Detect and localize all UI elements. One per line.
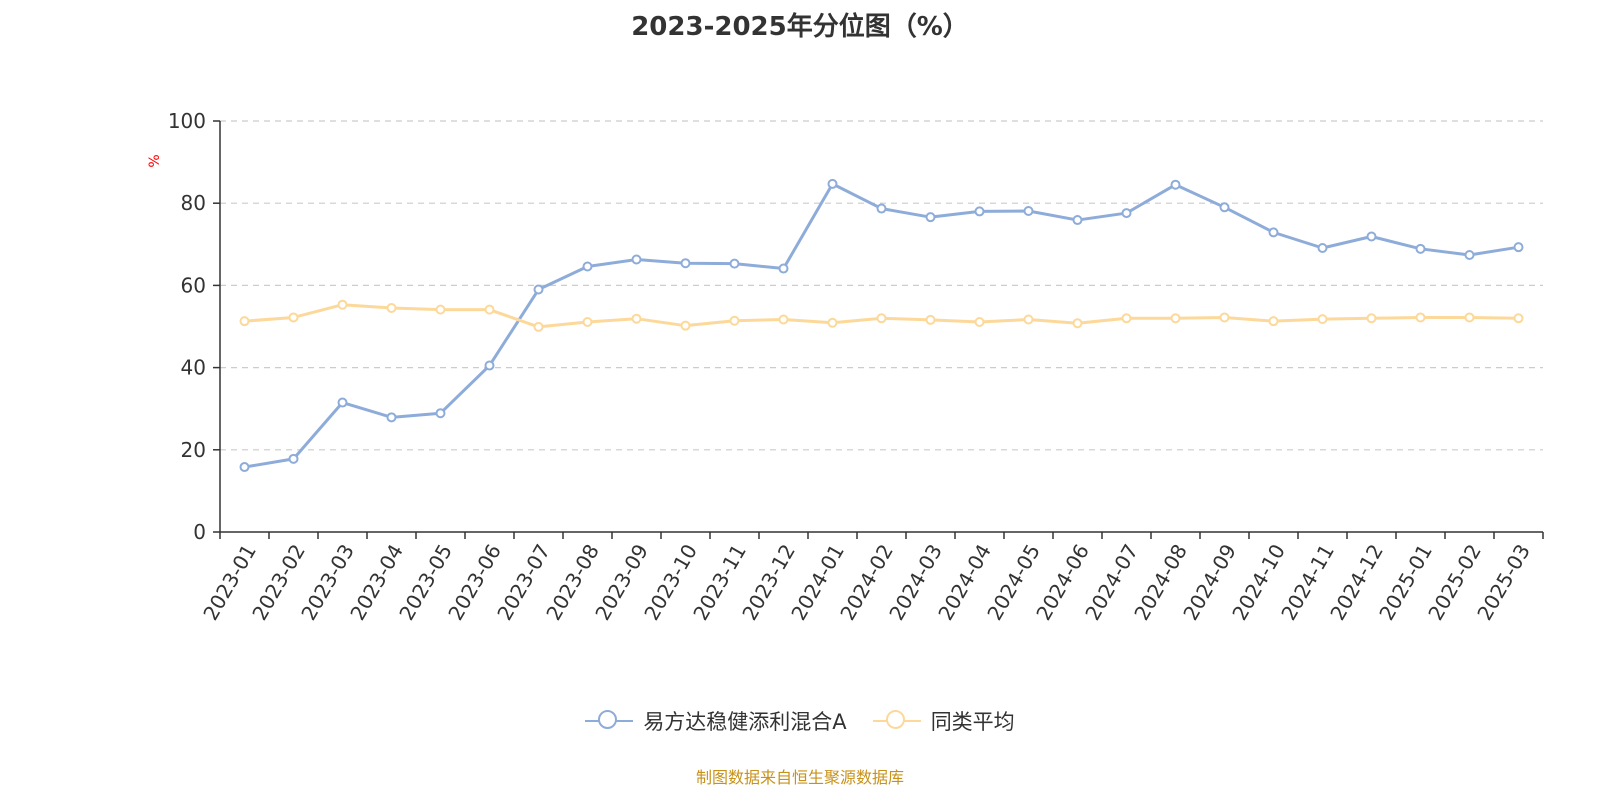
data-point-series-2[interactable] (876, 313, 887, 324)
data-point-series-1[interactable] (1268, 227, 1279, 238)
data-point-series-2[interactable] (337, 299, 348, 310)
data-point-series-2[interactable] (239, 316, 250, 327)
data-point-series-2[interactable] (582, 316, 593, 327)
data-point-series-2[interactable] (1268, 316, 1279, 327)
series-line-1 (243, 182, 1520, 469)
data-point-series-2[interactable] (631, 313, 642, 324)
data-point-series-1[interactable] (386, 412, 397, 423)
data-point-series-1[interactable] (337, 397, 348, 408)
line-chart: 0204060801002023-012023-022023-032023-04… (147, 109, 1544, 624)
data-point-series-2[interactable] (386, 303, 397, 314)
data-point-series-1[interactable] (1317, 242, 1328, 253)
legend-label-series-2: 同类平均 (930, 710, 1015, 734)
data-point-series-1[interactable] (1219, 202, 1230, 213)
series-1 (239, 178, 1524, 473)
data-point-series-2[interactable] (1023, 314, 1034, 325)
data-point-series-1[interactable] (1072, 215, 1083, 226)
data-point-series-1[interactable] (533, 284, 544, 295)
data-point-series-1[interactable] (1464, 249, 1475, 260)
axes: 0204060801002023-012023-022023-032023-04… (168, 109, 1544, 624)
data-point-series-1[interactable] (239, 462, 250, 473)
data-point-series-1[interactable] (631, 254, 642, 265)
gridlines (220, 120, 1543, 451)
data-point-series-2[interactable] (925, 314, 936, 325)
series (239, 178, 1524, 473)
data-point-series-1[interactable] (1121, 208, 1132, 219)
data-point-series-1[interactable] (484, 360, 495, 371)
data-point-series-2[interactable] (435, 304, 446, 315)
chart-title: 2023-2025年分位图（%） (631, 12, 969, 42)
data-point-series-1[interactable] (288, 453, 299, 464)
data-point-series-1[interactable] (435, 408, 446, 419)
data-point-series-2[interactable] (1464, 312, 1475, 323)
legend-item-series-2[interactable]: 同类平均 (872, 706, 1015, 736)
data-point-series-2[interactable] (1415, 312, 1426, 323)
data-point-series-2[interactable] (1072, 318, 1083, 329)
data-point-series-2[interactable] (1170, 313, 1181, 324)
y-tick-label: 40 (181, 356, 206, 380)
data-point-series-1[interactable] (925, 212, 936, 223)
data-point-series-2[interactable] (680, 320, 691, 331)
data-point-series-1[interactable] (876, 203, 887, 214)
data-point-series-2[interactable] (1219, 312, 1230, 323)
legend-item-series-1[interactable]: 易方达稳健添利混合A (585, 706, 847, 736)
data-point-series-2[interactable] (1366, 313, 1377, 324)
y-axis-unit-label: % (147, 154, 163, 167)
y-tick-label: 80 (181, 191, 206, 215)
legend-label-series-1: 易方达稳健添利混合A (643, 710, 847, 734)
data-point-series-1[interactable] (1415, 243, 1426, 254)
source-note: 制图数据来自恒生聚源数据库 (695, 768, 904, 787)
data-point-series-2[interactable] (1317, 314, 1328, 325)
data-point-series-1[interactable] (1366, 231, 1377, 242)
data-point-series-1[interactable] (729, 258, 740, 269)
data-point-series-1[interactable] (1170, 179, 1181, 190)
data-point-series-1[interactable] (974, 206, 985, 217)
data-point-series-1[interactable] (1513, 242, 1524, 253)
series-2 (239, 299, 1524, 332)
y-tick-label: 0 (193, 520, 206, 544)
data-point-series-2[interactable] (729, 315, 740, 326)
data-point-series-2[interactable] (827, 317, 838, 328)
data-point-series-2[interactable] (1121, 313, 1132, 324)
data-point-series-1[interactable] (778, 263, 789, 274)
y-tick-label: 20 (181, 438, 206, 462)
data-point-series-1[interactable] (827, 178, 838, 189)
data-point-series-2[interactable] (778, 314, 789, 325)
data-point-series-2[interactable] (1513, 313, 1524, 324)
legend: 易方达稳健添利混合A 同类平均 (0, 706, 1600, 736)
legend-swatch-series-2 (872, 708, 921, 734)
data-point-series-2[interactable] (288, 312, 299, 323)
data-point-series-2[interactable] (484, 304, 495, 315)
y-tick-label: 60 (181, 273, 206, 297)
data-point-series-1[interactable] (680, 258, 691, 269)
y-tick-label: 100 (168, 109, 206, 133)
data-point-series-2[interactable] (974, 316, 985, 327)
data-point-series-1[interactable] (582, 261, 593, 272)
data-point-series-1[interactable] (1023, 206, 1034, 217)
legend-swatch-series-1 (585, 708, 634, 734)
data-point-series-2[interactable] (533, 321, 544, 332)
